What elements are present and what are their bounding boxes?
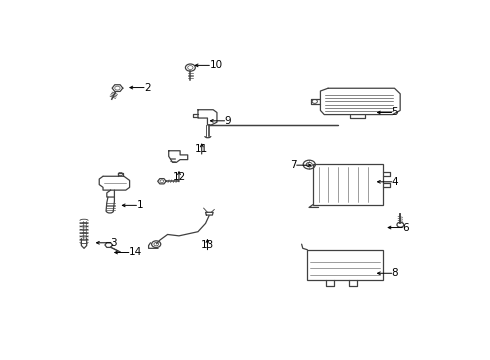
Text: 12: 12 — [172, 172, 186, 182]
Text: 1: 1 — [136, 201, 143, 210]
Text: 6: 6 — [402, 222, 409, 233]
Text: 10: 10 — [209, 60, 222, 70]
Text: 3: 3 — [111, 238, 117, 248]
Text: 9: 9 — [224, 116, 231, 126]
Text: 14: 14 — [129, 247, 142, 257]
Text: 8: 8 — [392, 268, 398, 278]
Text: 5: 5 — [392, 108, 398, 117]
Text: 4: 4 — [392, 177, 398, 187]
Bar — [313, 165, 383, 205]
Bar — [307, 250, 383, 280]
Text: 13: 13 — [201, 240, 214, 250]
Text: 2: 2 — [144, 82, 150, 93]
Text: 11: 11 — [195, 144, 208, 154]
Text: 7: 7 — [290, 160, 297, 170]
